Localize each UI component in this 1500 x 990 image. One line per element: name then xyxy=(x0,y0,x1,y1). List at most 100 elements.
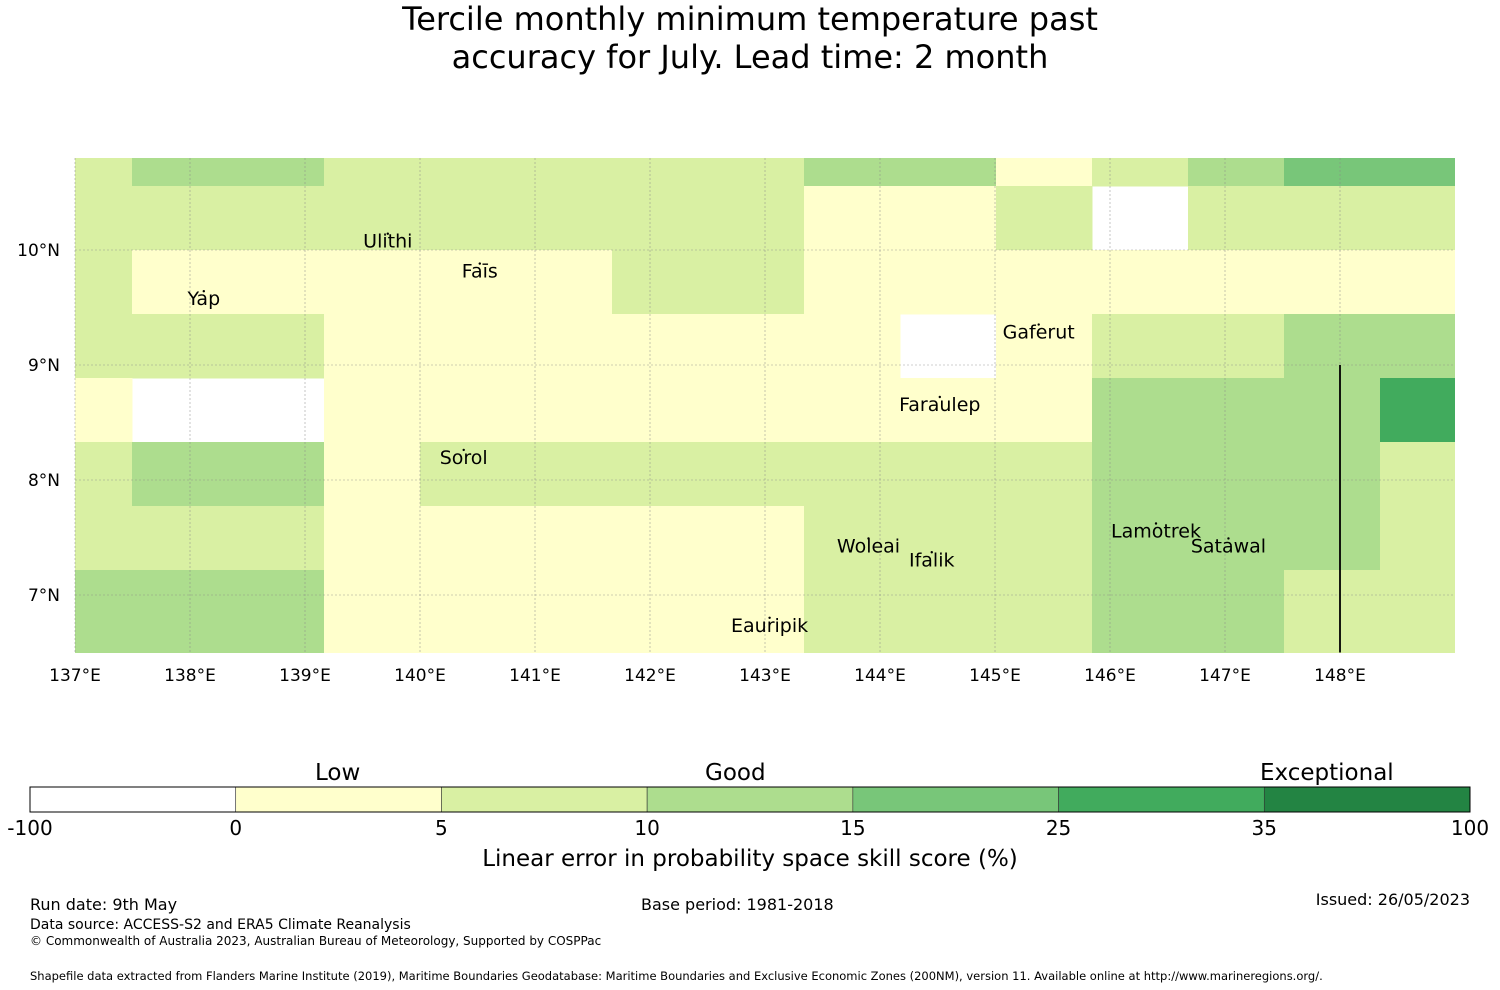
colorbar-bin xyxy=(852,786,1059,813)
island-label: Faraulep xyxy=(899,394,980,416)
colorbar-bin xyxy=(1058,786,1265,813)
skill-cell xyxy=(996,506,1093,571)
skill-cell xyxy=(516,506,613,571)
shapefile-credit: Shapefile data extracted from Flanders M… xyxy=(30,969,1323,983)
lat-tick-label: 8°N xyxy=(28,471,60,491)
island-marker xyxy=(1227,537,1230,540)
skill-cell xyxy=(1380,442,1455,507)
skill-cell xyxy=(75,378,133,443)
island-marker xyxy=(478,262,481,265)
skill-cell xyxy=(324,570,421,653)
skill-cell xyxy=(996,378,1093,443)
colorbar-bin xyxy=(441,786,648,813)
skill-cell xyxy=(804,250,901,315)
skill-cell xyxy=(228,250,325,315)
map-title: Tercile monthly minimum temperature past… xyxy=(0,0,1500,76)
colorbar-label-low: Low xyxy=(315,760,361,786)
skill-cell xyxy=(324,378,421,443)
island-marker xyxy=(462,448,465,452)
lon-tick-label: 143°E xyxy=(739,666,791,686)
skill-cell xyxy=(420,186,517,251)
island-marker xyxy=(1037,323,1040,326)
skill-cell xyxy=(132,570,229,653)
island-label: Ifalik xyxy=(909,549,955,571)
skill-cell xyxy=(420,378,517,443)
title-line-1: Tercile monthly minimum temperature past xyxy=(402,0,1098,38)
skill-cell xyxy=(900,442,997,507)
lon-tick-label: 139°E xyxy=(279,666,331,686)
skill-cell xyxy=(75,314,133,379)
lat-tick-label: 10°N xyxy=(17,241,60,261)
skill-cell xyxy=(324,250,421,315)
skill-cell xyxy=(1188,314,1285,379)
island-marker xyxy=(938,395,941,399)
skill-cell xyxy=(1284,186,1381,251)
skill-cell xyxy=(420,442,517,507)
skill-cell xyxy=(75,250,133,315)
issued-date: Issued: 26/05/2023 xyxy=(1315,890,1470,909)
colorbar-tick-label: 0 xyxy=(229,816,243,840)
skill-cell xyxy=(1188,158,1285,187)
lon-tick-label: 148°E xyxy=(1314,666,1366,686)
run-date: Run date: 9th May xyxy=(30,895,178,914)
skill-cell xyxy=(1188,442,1285,507)
skill-cell xyxy=(1092,570,1189,653)
skill-cell xyxy=(1092,250,1189,315)
colorbar-tick-label: 100 xyxy=(1450,816,1490,840)
skill-cell xyxy=(324,506,421,571)
skill-cell xyxy=(612,250,709,315)
skill-cell xyxy=(1188,250,1285,315)
colorbar-label-good: Good xyxy=(705,760,766,786)
skill-cell xyxy=(516,442,613,507)
skill-cell xyxy=(420,506,517,571)
skill-cell xyxy=(516,570,613,653)
skill-cell xyxy=(900,570,997,653)
skill-cell xyxy=(324,186,421,251)
skill-cell xyxy=(708,314,805,379)
island-label: Eauripik xyxy=(731,615,808,637)
lon-tick-label: 146°E xyxy=(1084,666,1136,686)
skill-cell xyxy=(804,506,901,571)
skill-cell xyxy=(228,158,325,187)
skill-cell xyxy=(612,442,709,507)
skill-cell xyxy=(804,442,901,507)
skill-cell xyxy=(132,314,229,379)
skill-cell xyxy=(75,158,133,187)
lon-tick-label: 142°E xyxy=(624,666,676,686)
skill-cell xyxy=(612,158,709,187)
skill-cell xyxy=(900,186,997,251)
skill-cell xyxy=(1380,378,1455,443)
skill-cell xyxy=(1284,570,1381,653)
skill-cell xyxy=(1092,314,1189,379)
island-marker xyxy=(202,290,205,293)
skill-cell xyxy=(324,158,421,187)
skill-cell xyxy=(1380,250,1455,315)
skill-cell xyxy=(708,442,805,507)
skill-cell xyxy=(1380,314,1455,379)
skill-cell xyxy=(1284,378,1381,443)
skill-cell xyxy=(1284,314,1381,379)
skill-cell xyxy=(900,250,997,315)
skill-cell xyxy=(708,158,805,187)
colorbar-axis-label: Linear error in probability space skill … xyxy=(482,846,1018,872)
skill-cell xyxy=(708,378,805,443)
lon-tick-label: 145°E xyxy=(969,666,1021,686)
island-marker xyxy=(930,551,933,554)
skill-cell xyxy=(1284,158,1381,187)
colorbar-label-exceptional: Exceptional xyxy=(1260,760,1394,786)
island-marker xyxy=(768,616,771,619)
island-label: Lamotrek xyxy=(1111,521,1201,543)
lat-tick-label: 7°N xyxy=(28,586,60,606)
base-period: Base period: 1981-2018 xyxy=(641,895,834,914)
skill-cell xyxy=(996,158,1093,187)
skill-cell xyxy=(1092,378,1189,443)
skill-cell xyxy=(420,250,517,315)
lat-tick-label: 9°N xyxy=(28,356,60,376)
skill-cell xyxy=(324,442,421,507)
skill-cell xyxy=(708,250,805,315)
skill-cell xyxy=(612,314,709,379)
skill-cell xyxy=(228,186,325,251)
skill-cell xyxy=(804,570,901,653)
lon-tick-label: 138°E xyxy=(164,666,216,686)
